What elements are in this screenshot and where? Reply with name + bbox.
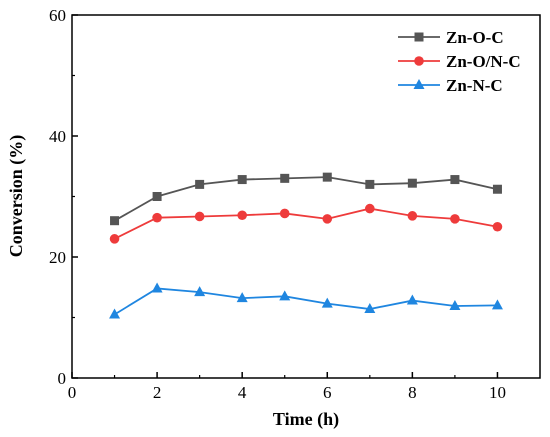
- legend-label: Zn-O-C: [446, 28, 504, 47]
- data-point: [365, 179, 375, 189]
- data-point: [321, 297, 333, 308]
- x-axis-title: Time (h): [273, 409, 339, 430]
- legend-item: Zn-O-C: [398, 28, 504, 47]
- data-point: [194, 211, 205, 222]
- data-point: [237, 175, 247, 185]
- legend-item: Zn-N-C: [398, 76, 503, 95]
- series-1: [110, 172, 502, 226]
- data-point: [280, 173, 290, 183]
- data-point: [450, 214, 460, 224]
- data-point: [279, 208, 290, 219]
- y-axis: 0 20 40 60: [49, 6, 78, 388]
- series-line: [114, 176, 498, 222]
- y-axis-title: Conversion (%): [6, 135, 27, 258]
- data-point: [407, 211, 418, 221]
- series-layer: [109, 172, 503, 319]
- legend: Zn-O-C Zn-O/N-C Zn-N-C: [398, 28, 521, 95]
- x-tick-label: 8: [408, 383, 417, 402]
- series-2: [109, 203, 503, 244]
- data-point: [279, 290, 291, 301]
- legend-label: Zn-O/N-C: [446, 52, 521, 71]
- legend-marker: [414, 56, 424, 66]
- data-point: [449, 300, 461, 311]
- legend-item: Zn-O/N-C: [398, 52, 521, 71]
- x-tick-label: 0: [68, 383, 77, 402]
- legend-marker: [414, 32, 424, 42]
- series-3: [109, 282, 503, 319]
- y-tick-label: 0: [58, 369, 67, 388]
- legend-label: Zn-N-C: [446, 76, 503, 95]
- data-point: [151, 282, 163, 293]
- series-line: [114, 207, 498, 240]
- data-point: [364, 303, 376, 314]
- data-point: [492, 184, 502, 194]
- x-axis: 0 2 4 6 8 10: [68, 372, 506, 402]
- data-point: [152, 192, 162, 201]
- data-point: [194, 286, 206, 297]
- y-tick-label: 60: [49, 6, 66, 25]
- series-line: [114, 287, 498, 316]
- x-tick-label: 10: [489, 383, 506, 402]
- data-point: [152, 212, 162, 223]
- x-tick-label: 2: [153, 383, 162, 402]
- y-tick-label: 20: [49, 248, 66, 267]
- data-point: [407, 178, 417, 188]
- data-point: [236, 292, 248, 303]
- data-point: [109, 308, 121, 319]
- data-point: [491, 299, 503, 310]
- x-tick-label: 4: [238, 383, 247, 402]
- data-point: [109, 234, 120, 244]
- legend-marker: [413, 79, 425, 89]
- data-point: [195, 179, 205, 189]
- data-point: [237, 210, 247, 221]
- data-point: [406, 294, 418, 305]
- x-tick-label: 6: [323, 383, 332, 402]
- data-point: [492, 221, 503, 232]
- data-point: [322, 214, 333, 224]
- data-point: [365, 203, 375, 214]
- y-tick-label: 40: [49, 127, 66, 146]
- data-point: [322, 172, 332, 182]
- data-point: [450, 175, 460, 185]
- data-point: [110, 216, 120, 226]
